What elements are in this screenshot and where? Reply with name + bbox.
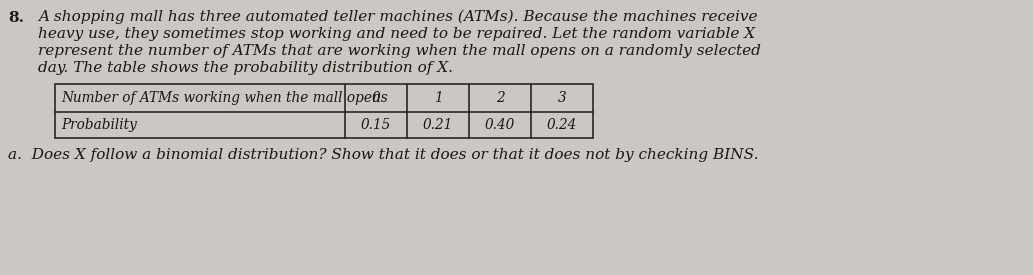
Text: 3: 3 [558, 91, 566, 105]
Text: 0: 0 [372, 91, 380, 105]
Text: 2: 2 [496, 91, 504, 105]
Text: 0.24: 0.24 [546, 118, 577, 132]
Text: Probability: Probability [61, 118, 137, 132]
Text: 1: 1 [434, 91, 442, 105]
Text: a.  Does X follow a binomial distribution? Show that it does or that it does not: a. Does X follow a binomial distribution… [8, 148, 758, 162]
Text: 0.40: 0.40 [484, 118, 515, 132]
Bar [55, 84, 593, 138]
Text: 8.: 8. [8, 11, 24, 25]
Text: represent the number of ATMs that are working when the mall opens on a randomly : represent the number of ATMs that are wo… [38, 44, 761, 58]
Text: heavy use, they sometimes stop working and need to be repaired. Let the random v: heavy use, they sometimes stop working a… [38, 27, 755, 41]
Text: A shopping mall has three automated teller machines (ATMs). Because the machines: A shopping mall has three automated tell… [38, 10, 757, 24]
Text: day. The table shows the probability distribution of X.: day. The table shows the probability dis… [38, 61, 453, 75]
Text: Number of ATMs working when the mall opens: Number of ATMs working when the mall ope… [61, 91, 387, 105]
Text: 0.21: 0.21 [422, 118, 453, 132]
Text: 0.15: 0.15 [361, 118, 392, 132]
